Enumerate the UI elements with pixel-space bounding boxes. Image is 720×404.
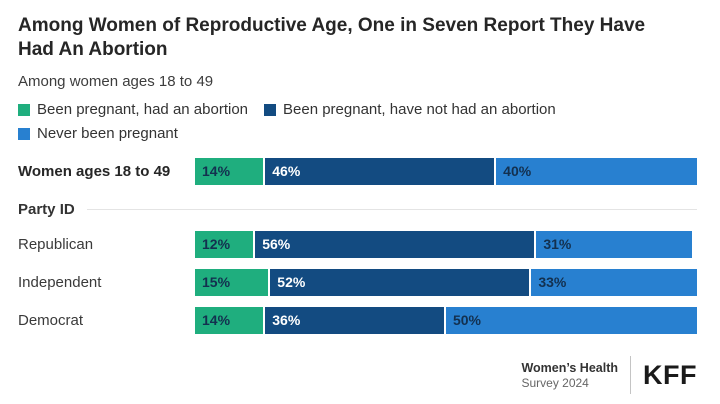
chart-title: Among Women of Reproductive Age, One in … [18, 15, 646, 60]
bar-segment: 46% [265, 158, 497, 186]
bar-segment: 14% [195, 307, 266, 335]
bar-segment: 12% [195, 231, 256, 259]
section-label: Party ID [18, 200, 75, 218]
footer: Women’s Health Survey 2024 KFF [521, 356, 697, 394]
bar-segment: 56% [255, 231, 537, 259]
bar-segment: 40% [496, 158, 697, 186]
legend-label: Been pregnant, have not had an abortion [283, 101, 556, 119]
legend: Been pregnant, had an abortion Been pregn… [18, 100, 638, 143]
source-attribution: Women’s Health Survey 2024 [521, 361, 618, 390]
bar-segment: 33% [531, 269, 697, 297]
stacked-bar: 12% 56% 31% [195, 231, 697, 259]
section-header: Party ID [18, 199, 697, 219]
legend-swatch-icon [18, 103, 30, 116]
chart-subtitle: Among women ages 18 to 49 [18, 73, 214, 91]
legend-item: Been pregnant, had an abortion [18, 100, 248, 119]
legend-label: Never been pregnant [37, 125, 178, 143]
legend-swatch-icon [264, 103, 277, 116]
legend-label: Been pregnant, had an abortion [37, 101, 249, 119]
bar-segment: 50% [445, 307, 697, 335]
section-divider [86, 208, 697, 210]
stacked-bar: 14% 36% 50% [195, 307, 697, 335]
bar-row: Independent 15% 52% 33% [18, 269, 697, 297]
stacked-bar: 14% 46% 40% [195, 158, 697, 186]
bar-segment: 14% [195, 158, 266, 186]
bar-row: Democrat 14% 36% 50% [18, 307, 697, 335]
footer-divider [630, 356, 632, 394]
bar-segment: 52% [270, 269, 532, 297]
row-label: Women ages 18 to 49 [18, 163, 171, 181]
source-year: Survey 2024 [521, 375, 589, 390]
source-name: Women’s Health [521, 360, 619, 375]
row-label: Democrat [18, 312, 84, 330]
bar-row: Republican 12% 56% 31% [18, 231, 697, 259]
legend-swatch-icon [18, 127, 30, 140]
kff-logo: KFF [643, 359, 697, 390]
row-label: Republican [18, 236, 94, 254]
bar-row: Women ages 18 to 49 14% 46% 40% [18, 158, 697, 186]
bar-segment: 15% [195, 269, 271, 297]
bar-segment: 36% [265, 307, 446, 335]
legend-item: Never been pregnant [18, 124, 178, 143]
legend-item: Been pregnant, have not had an abortion [264, 100, 556, 119]
stacked-bar: 15% 52% 33% [195, 269, 697, 297]
row-label: Independent [18, 274, 102, 292]
stacked-bar-chart: Women ages 18 to 49 14% 46% 40% Party ID Repu… [18, 158, 697, 335]
bar-segment: 31% [536, 231, 692, 259]
